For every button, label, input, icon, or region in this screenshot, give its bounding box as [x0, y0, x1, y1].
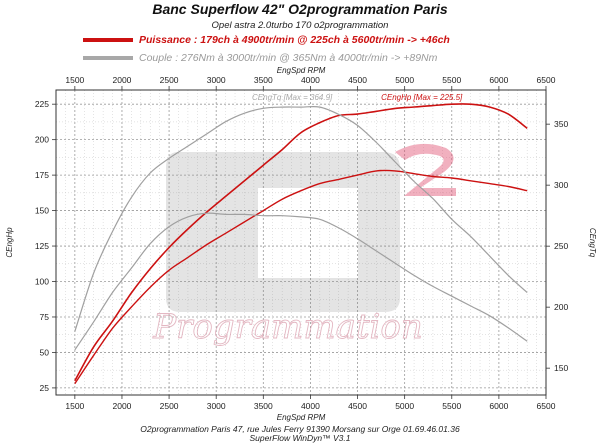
legend-power: Puissance : 179ch à 4900tr/min @ 225ch à…: [83, 33, 450, 47]
x-axis-title-top: EngSpd RPM: [277, 66, 326, 75]
x-tick-label: 3500: [254, 401, 273, 411]
watermark-text: Programmation: [152, 307, 423, 347]
y-left-tick-label: 225: [35, 99, 49, 109]
x-tick-label: 2500: [160, 401, 179, 411]
max-annotation: CEngTq [Max = 364.9]: [252, 93, 333, 102]
x-tick-label: 4500: [348, 401, 367, 411]
x-tick-label-top: 2000: [113, 75, 132, 85]
y-right-axis-title: CEngTq: [588, 228, 597, 258]
plot-frame: [55, 89, 547, 396]
x-tick-label-top: 6000: [489, 75, 508, 85]
footer-software: SuperFlow WinDyn™ V3.1: [249, 433, 351, 443]
x-tick-label-top: 1500: [65, 75, 84, 85]
y-left-tick-label: 75: [40, 312, 50, 322]
x-tick-label-top: 6500: [537, 75, 556, 85]
x-tick-label-top: 5000: [395, 75, 414, 85]
o2-logo-watermark: Programmation: [152, 143, 456, 347]
x-axis-title-bottom: EngSpd RPM: [277, 413, 326, 422]
x-tick-label: 3000: [207, 401, 226, 411]
x-tick-label: 6000: [489, 401, 508, 411]
y-left-tick-label: 150: [35, 206, 49, 216]
y-right-tick-label: 350: [554, 119, 568, 129]
grid: [56, 90, 546, 395]
x-tick-label-top: 3500: [254, 75, 273, 85]
legend-torque: Couple : 276Nm à 3000tr/min @ 365Nm à 40…: [83, 51, 437, 65]
y-left-tick-label: 175: [35, 170, 49, 180]
y-right-tick-label: 300: [554, 180, 568, 190]
x-tick-label: 2000: [113, 401, 132, 411]
x-tick-label-top: 2500: [160, 75, 179, 85]
footer-address: O2programmation Paris 47, rue Jules Ferr…: [140, 424, 460, 434]
y-left-tick-label: 100: [35, 277, 49, 287]
x-tick-label: 5500: [442, 401, 461, 411]
chart-subtitle: Opel astra 2.0turbo 170 o2programmation: [211, 20, 389, 31]
x-tick-label: 1500: [65, 401, 84, 411]
x-tick-label-top: 5500: [442, 75, 461, 85]
y-left-tick-label: 50: [40, 347, 50, 357]
x-tick-label: 6500: [537, 401, 556, 411]
x-tick-label-top: 3000: [207, 75, 226, 85]
chart-title: Banc Superflow 42" O2programmation Paris: [152, 1, 448, 17]
y-right-tick-label: 200: [554, 302, 568, 312]
y-left-tick-label: 200: [35, 135, 49, 145]
legend-torque-text: Couple : 276Nm à 3000tr/min @ 365Nm à 40…: [139, 52, 438, 64]
y-left-tick-label: 25: [40, 383, 50, 393]
y-left-tick-label: 125: [35, 241, 49, 251]
series-line-hp_tuned: [74, 103, 528, 382]
x-tick-label: 4000: [301, 401, 320, 411]
legend-torque-swatch: [83, 56, 133, 60]
axes: [52, 86, 550, 399]
series-line-tq_stock: [74, 212, 528, 351]
legend-power-swatch: [83, 38, 133, 42]
x-tick-label-top: 4500: [348, 75, 367, 85]
legend-power-text: Puissance : 179ch à 4900tr/min @ 225ch à…: [139, 34, 450, 46]
axis-labels: 1500 1500 2000 2000 2500 2500 3000 3000 3500 3500…: [5, 66, 597, 422]
series: [74, 103, 528, 385]
y-right-tick-label: 250: [554, 241, 568, 251]
x-tick-label: 5000: [395, 401, 414, 411]
series-line-tq_tuned: [74, 105, 528, 332]
y-left-axis-title: CEngHp: [5, 227, 14, 258]
max-annotation: CEngHp [Max = 225.5]: [381, 93, 463, 102]
y-right-tick-label: 150: [554, 363, 568, 373]
x-tick-label-top: 4000: [301, 75, 320, 85]
series-line-hp_stock: [74, 169, 528, 385]
